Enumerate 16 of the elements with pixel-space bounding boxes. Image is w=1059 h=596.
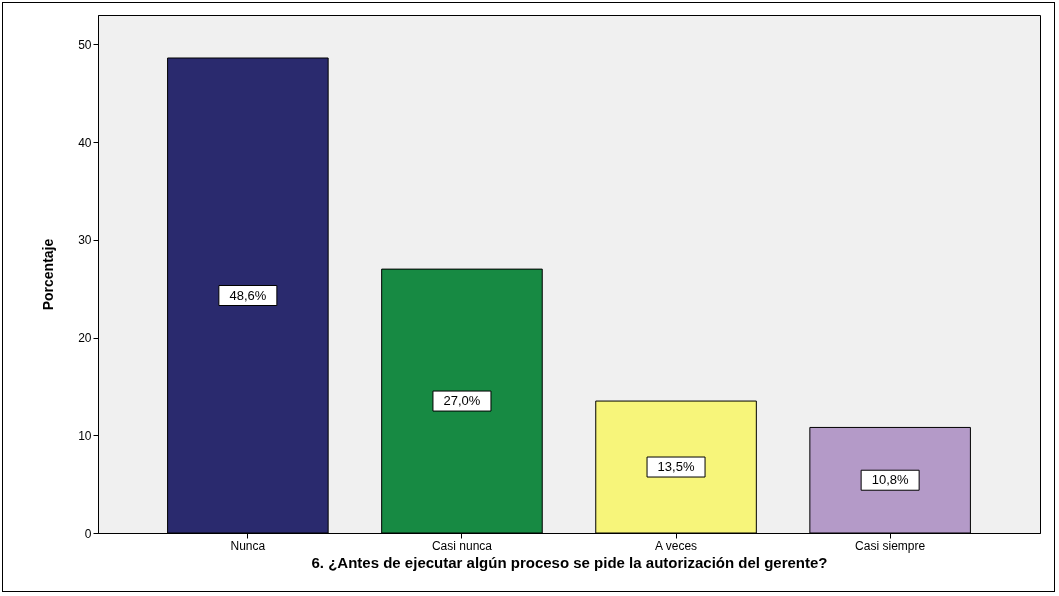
y-tick-label: 40 [78,135,92,150]
x-tick-label: Casi nunca [431,538,493,553]
data-label: 48,6% [229,287,267,303]
x-axis-title: 6. ¿Antes de ejecutar algún proceso se pide la autorización del gerente? [311,553,828,571]
y-tick-label: 10 [78,428,92,443]
x-tick-label: A veces [655,538,698,553]
y-tick-label: 30 [78,233,92,248]
y-axis-title: Porcentaje [40,238,57,311]
x-tick-label: Nunca [230,538,266,553]
x-tick-label: Casi siempre [855,538,926,553]
data-label: 27,0% [443,393,481,409]
data-label: 10,8% [871,472,909,488]
y-tick-label: 0 [84,526,92,541]
y-tick-label: 20 [78,331,92,346]
y-tick-label: 50 [78,37,92,52]
data-label: 13,5% [657,459,695,475]
